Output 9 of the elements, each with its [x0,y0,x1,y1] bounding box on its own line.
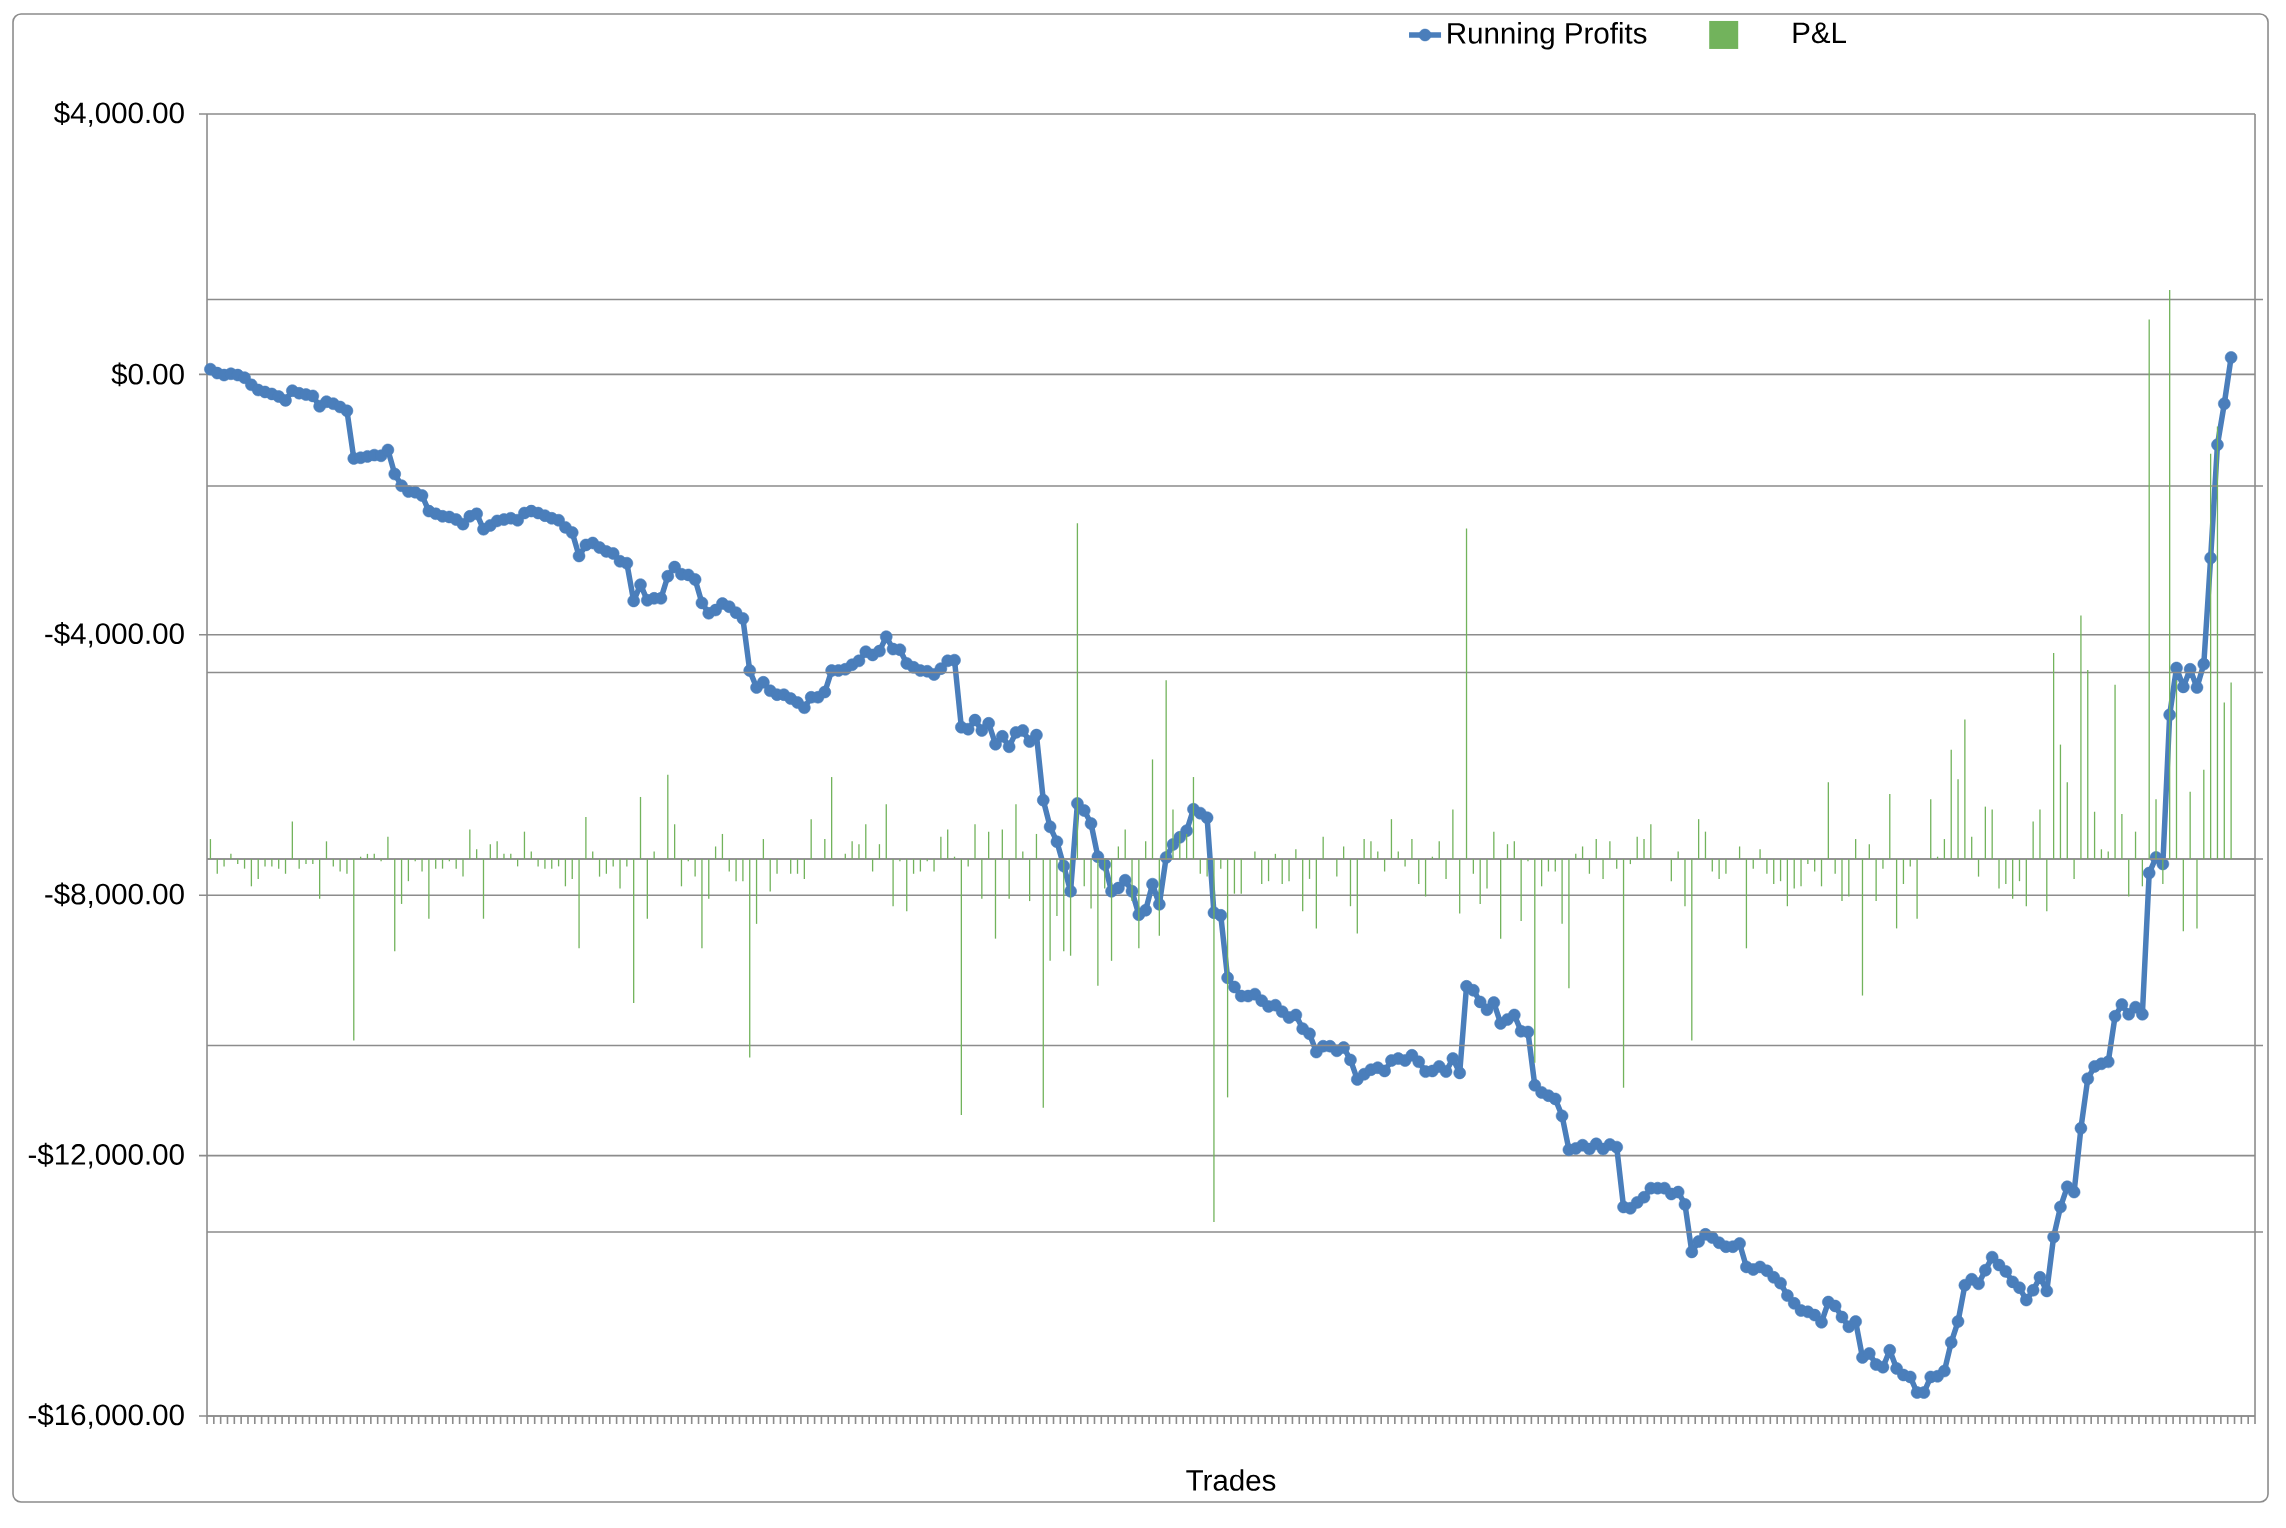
legend-label: Running Profits [1448,22,1647,50]
y-tick-label: $4,000.00 [54,101,184,127]
y-tick-label: -$12,000.00 [28,1142,184,1169]
y-tick-label: $0.00 [111,362,184,387]
y-tick-label: -$4,000.00 [45,622,184,648]
y-tick-label: -$16,000.00 [28,1403,184,1429]
x-axis-title: Trades [1186,1469,1276,1491]
legend-label: P&L [1793,22,1846,44]
y-tick-label: -$8,000.00 [45,882,184,909]
